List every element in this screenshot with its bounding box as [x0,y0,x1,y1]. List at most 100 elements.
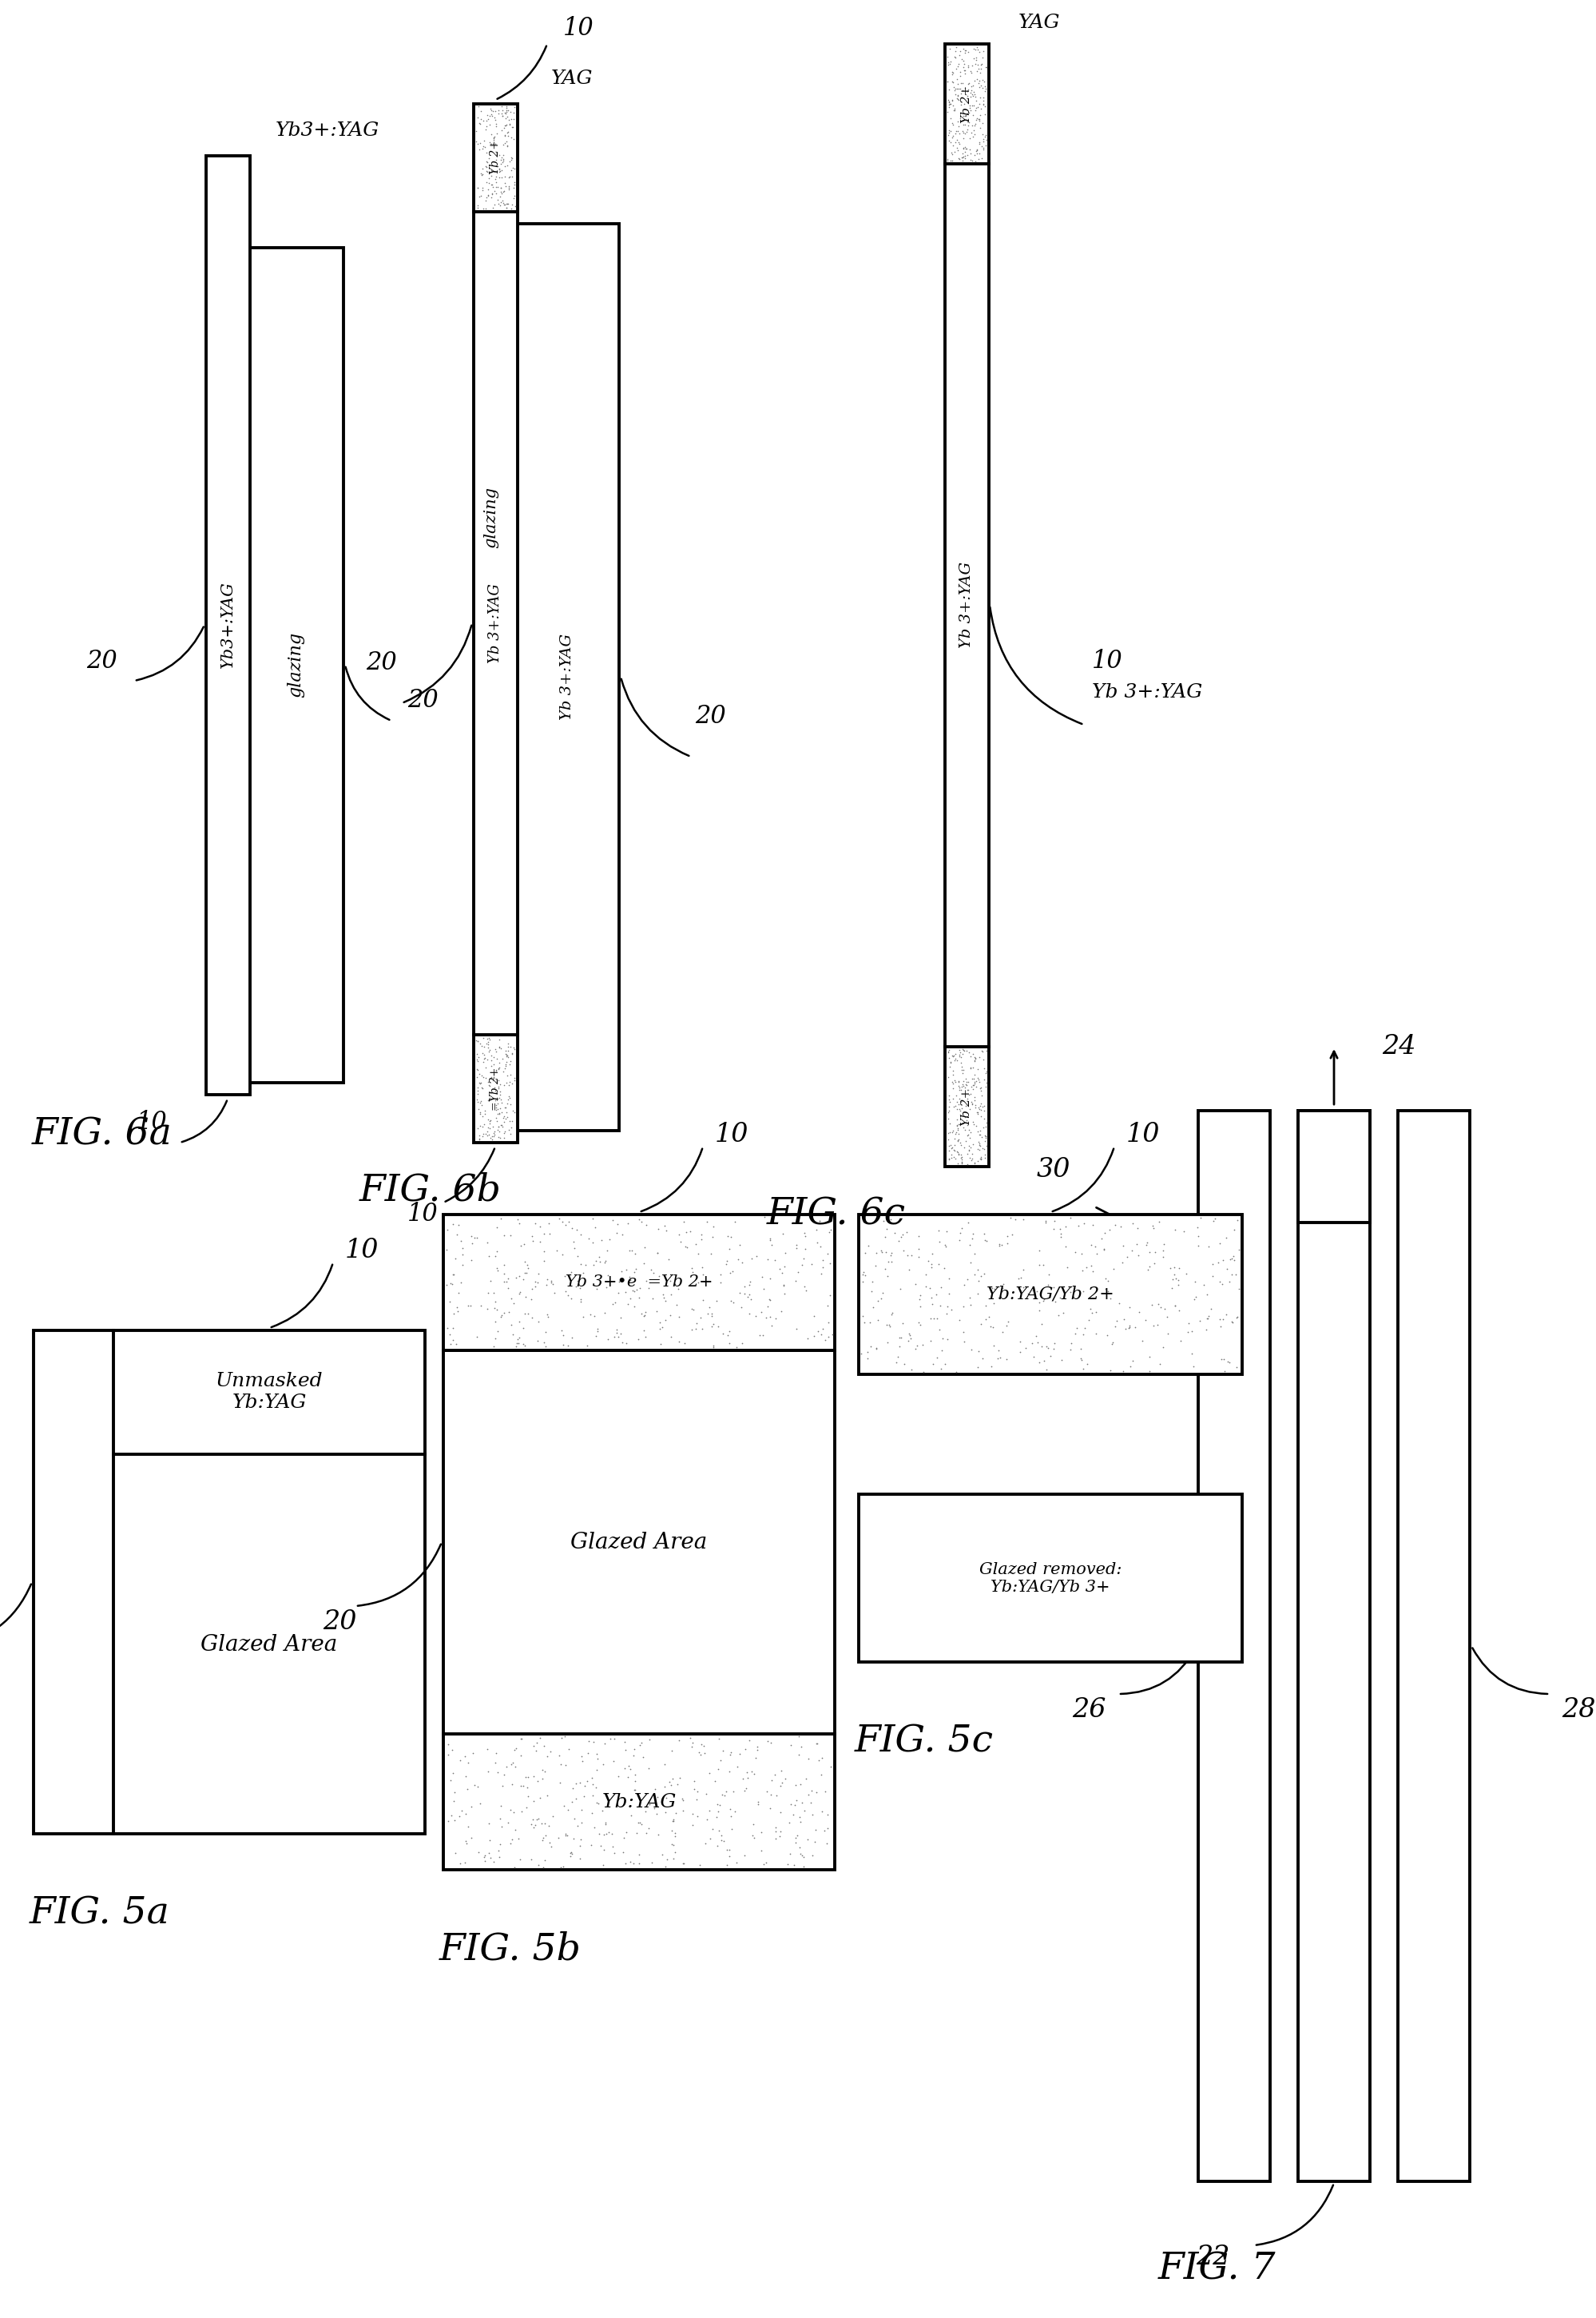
Point [887,1319,913,1356]
Point [1135,1252,1160,1289]
Point [804,1725,830,1762]
Point [1093,1317,1119,1354]
Point [471,1027,496,1064]
Point [453,1757,479,1794]
Point [522,1263,547,1300]
Point [501,1029,527,1066]
Point [504,1324,530,1361]
Point [608,1300,634,1337]
Point [477,107,503,144]
Point [953,1110,978,1147]
Point [937,1115,962,1152]
Point [967,1140,993,1178]
Point [958,67,983,104]
Point [1215,1342,1240,1379]
Point [479,93,504,130]
Point [674,1229,699,1266]
Point [1141,1233,1167,1270]
Point [466,1038,492,1076]
Point [958,79,983,116]
Point [437,1326,463,1363]
Point [742,1738,768,1776]
Point [761,1757,787,1794]
Point [512,1277,538,1314]
Point [440,1783,466,1820]
Point [434,1231,460,1268]
Point [790,1838,816,1875]
Point [959,1124,985,1161]
Point [946,1036,972,1073]
Point [972,1300,998,1337]
Point [653,1212,678,1249]
Point [969,1099,994,1136]
Point [967,1087,993,1124]
Point [766,1249,792,1286]
Point [958,1113,983,1150]
Bar [34,1331,425,1834]
Point [1226,1270,1251,1307]
Point [552,1745,578,1783]
Point [907,1277,932,1314]
Point [942,132,967,169]
Point [1132,1303,1157,1340]
Point [940,1138,966,1175]
Point [480,1045,506,1083]
Point [953,76,978,114]
Point [488,141,514,178]
Point [876,1307,902,1344]
Point [485,1755,511,1792]
Point [1047,1210,1073,1247]
Point [953,35,978,72]
Point [969,1140,994,1178]
Point [1197,1291,1223,1328]
Point [509,1792,535,1829]
Point [533,1266,559,1303]
Point [1119,1231,1144,1268]
Point [777,1787,803,1824]
Point [937,1127,962,1164]
Point [680,1291,705,1328]
Point [953,114,978,151]
Point [627,1727,653,1764]
Point [440,1755,466,1792]
Point [651,1745,677,1783]
Point [461,1766,487,1803]
Point [485,1080,511,1117]
Point [950,111,975,148]
Point [715,1317,741,1354]
Point [471,127,496,165]
Point [583,1319,608,1356]
Point [1162,1286,1187,1324]
Point [953,1101,978,1138]
Point [943,28,969,65]
Point [568,1215,594,1252]
Point [559,1254,584,1291]
Point [496,1066,522,1103]
Point [618,1843,643,1880]
Point [480,1275,506,1312]
Point [629,1725,654,1762]
Point [782,1766,808,1803]
Point [849,1263,875,1300]
Point [969,1076,994,1113]
Point [472,1092,498,1129]
Point [795,1741,820,1778]
Point [1186,1226,1211,1263]
Point [468,100,493,137]
Point [678,1249,704,1286]
Point [808,1229,833,1266]
Point [954,49,980,86]
Point [485,1108,511,1145]
Point [480,125,506,162]
Point [490,1263,516,1300]
Point [913,1256,938,1293]
Point [953,1066,978,1103]
Point [1202,1201,1227,1238]
Point [966,1131,991,1168]
Point [485,1312,511,1349]
Point [592,1242,618,1280]
Point [484,114,509,151]
Point [508,1720,533,1757]
Point [464,1071,490,1108]
Point [464,1036,490,1073]
